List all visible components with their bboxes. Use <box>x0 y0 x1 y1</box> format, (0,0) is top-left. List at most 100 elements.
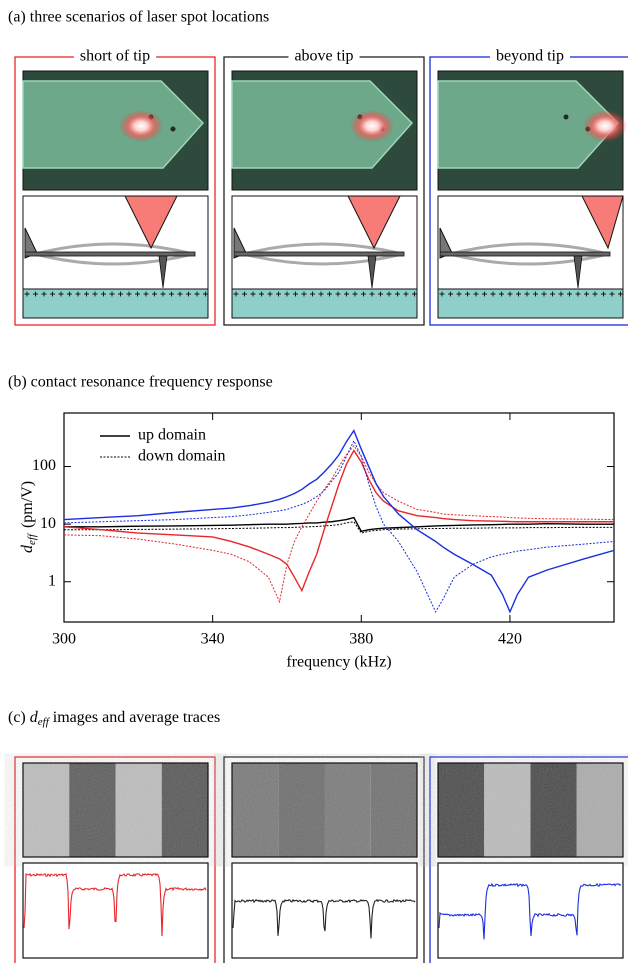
panel-a: short of tip above tip beyond tip <box>14 47 628 326</box>
cantilever-beam <box>233 251 405 257</box>
charge-plus <box>439 291 445 297</box>
charge-plus <box>143 291 149 297</box>
charge-plus <box>177 291 183 297</box>
charge-plus <box>318 291 324 297</box>
bent-cantilever <box>34 242 194 256</box>
charge-plus <box>335 291 341 297</box>
average-trace <box>438 882 622 940</box>
charge-plus <box>160 291 166 297</box>
charge-plus <box>524 291 530 297</box>
image-noise <box>438 763 623 857</box>
legend-label: up domain <box>138 427 206 444</box>
cantilever <box>437 80 620 169</box>
laser-beam <box>581 195 624 250</box>
legend-label: down domain <box>138 448 226 465</box>
panel-c-symbol: d <box>30 709 39 726</box>
charge-plus <box>75 291 81 297</box>
charge-plus <box>293 291 298 297</box>
charge-plus <box>584 291 589 297</box>
charge-plus <box>92 291 98 297</box>
average-trace <box>23 872 207 937</box>
cantilever <box>231 80 414 169</box>
charge-plus <box>118 291 123 297</box>
series-line <box>64 449 614 593</box>
charge-plus <box>169 291 174 297</box>
y-axis-label: deff (pm/V) <box>19 481 38 553</box>
x-tick-label: 380 <box>349 631 373 648</box>
dot <box>170 126 176 132</box>
trace-background <box>231 862 418 959</box>
schematic <box>437 195 624 319</box>
panel-c-subscript: eff <box>38 716 51 728</box>
image-frame <box>223 756 425 963</box>
average-trace-box <box>231 862 418 959</box>
panel-c-rest: images and average traces <box>53 709 220 726</box>
x-tick-label: 420 <box>498 631 522 648</box>
label-background <box>73 47 157 65</box>
charge-plus <box>533 291 538 297</box>
scenario-label: above tip <box>294 48 353 65</box>
charge-plus <box>465 291 470 297</box>
x-axis-label: frequency (kHz) <box>286 654 391 671</box>
charge-plus <box>194 291 200 297</box>
charge-plus <box>541 291 547 297</box>
y-tick-label: 1 <box>48 572 56 589</box>
tip <box>573 255 583 289</box>
average-trace <box>232 898 416 939</box>
chart: deff (pm/V) frequency (kHz) 300 340 380 420 1… <box>19 412 615 671</box>
charge-plus <box>507 291 513 297</box>
charge-plus <box>369 291 375 297</box>
charge-plus <box>609 291 615 297</box>
panel-c-title: (c) deff images and average traces <box>8 709 220 728</box>
bent-cantilever <box>449 242 609 256</box>
charge-plus <box>84 291 89 297</box>
charge-plus <box>378 291 383 297</box>
label-background <box>490 47 570 65</box>
image-noise <box>23 763 208 857</box>
y-label-symbol: d <box>19 544 36 553</box>
charge-plus <box>126 291 132 297</box>
y-tick-label: 10 <box>40 515 56 532</box>
schematic <box>22 195 209 319</box>
charge-plus <box>567 291 572 297</box>
laser-spot <box>350 110 394 142</box>
charge-plus <box>352 291 358 297</box>
cantilever-photo <box>437 70 627 191</box>
charge-plus <box>203 291 208 297</box>
charge-plus <box>301 291 307 297</box>
charge-plus <box>575 291 581 297</box>
charge-plus <box>135 291 140 297</box>
scenario-label: beyond tip <box>496 48 564 65</box>
charge-plus <box>516 291 521 297</box>
x-tick-label: 340 <box>201 631 225 648</box>
charge-plus <box>592 291 598 297</box>
charge-plus <box>267 291 273 297</box>
bent-cantilever <box>34 252 194 266</box>
tip <box>158 255 168 289</box>
charge-plus <box>41 291 47 297</box>
charge-plus <box>618 291 623 297</box>
deff-image <box>231 762 418 858</box>
charge-plus <box>558 291 564 297</box>
charge-plus <box>24 291 30 297</box>
average-trace-box <box>437 862 624 959</box>
charge-plus <box>412 291 417 297</box>
scenario-label: short of tip <box>80 48 150 65</box>
y-tick-label: 100 <box>32 457 56 474</box>
image-frame <box>429 756 628 963</box>
charge-plus <box>276 291 281 297</box>
x-tick-label: 300 <box>52 631 76 648</box>
cantilever-photo <box>231 70 418 191</box>
panel-c <box>14 756 628 963</box>
cantilever-photo <box>22 70 209 191</box>
charge-plus <box>250 291 256 297</box>
average-trace-box <box>22 862 209 959</box>
charge-plus <box>284 291 290 297</box>
tip <box>367 255 377 289</box>
charge-plus <box>233 291 239 297</box>
laser-spot <box>119 110 163 142</box>
charge-plus <box>361 291 366 297</box>
trace-background <box>437 862 624 959</box>
charge-plus <box>448 291 453 297</box>
charge-plus <box>482 291 487 297</box>
